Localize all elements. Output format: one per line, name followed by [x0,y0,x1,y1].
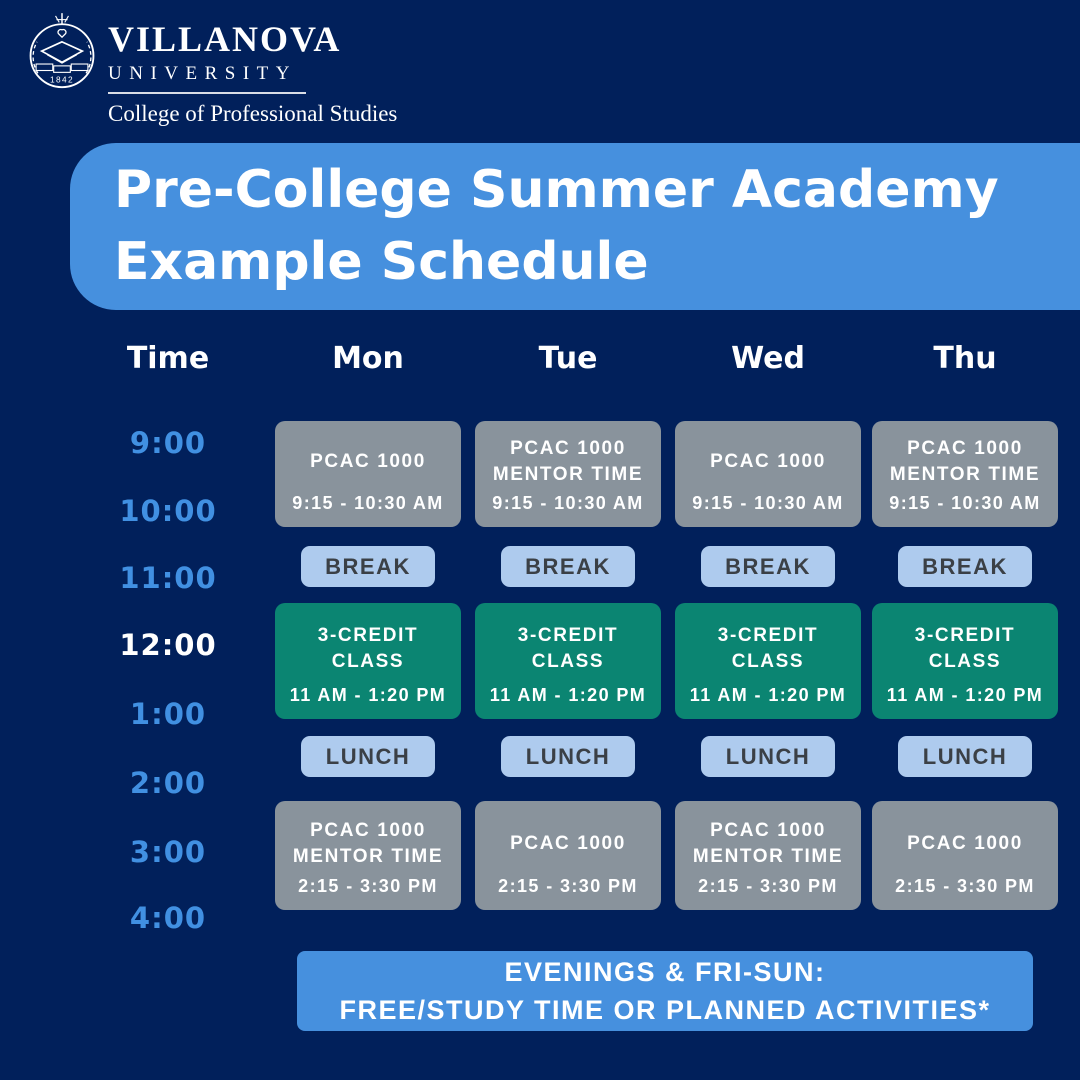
event-block-wed-afternoon: PCAC 1000 MENTOR TIME 2:15 - 3:30 PM [675,801,861,910]
event-title: PCAC 1000 MENTOR TIME [692,819,844,867]
break-chip-thu: BREAK [898,546,1032,587]
event-time: 9:15 - 10:30 AM [292,493,444,513]
time-label-2: 2:00 [129,766,207,800]
time-label-12: 12:00 [119,628,217,662]
event-block-tue-morning: PCAC 1000 MENTOR TIME 9:15 - 10:30 AM [475,421,661,527]
event-time: 11 AM - 1:20 PM [489,685,647,705]
lunch-chip-wed: LUNCH [701,736,835,777]
lunch-chip-mon: LUNCH [301,736,435,777]
event-time: 2:15 - 3:30 PM [498,876,638,896]
logo-college-name: College of Professional Studies [108,101,398,126]
logo-text: VILLANOVA UNIVERSITY College of Professi… [108,12,397,125]
time-label-1: 1:00 [129,697,207,731]
event-block-mon-class: 3-CREDIT CLASS 11 AM - 1:20 PM [275,603,461,719]
break-chip-wed: BREAK [701,546,835,587]
break-chip-tue: BREAK [501,546,635,587]
event-block-tue-class: 3-CREDIT CLASS 11 AM - 1:20 PM [475,603,661,719]
title-banner: Pre-College Summer Academy Example Sched… [70,143,1080,310]
event-title: 3-CREDIT CLASS [717,625,819,672]
page-title-line2: Example Schedule [114,231,649,292]
villanova-seal-icon: 1842 [29,13,95,89]
event-time: 11 AM - 1:20 PM [289,685,447,705]
logo-divider [108,92,306,94]
evenings-note-line2: FREE/STUDY TIME OR PLANNED ACTIVITIES* [339,995,991,1025]
event-title: 3-CREDIT CLASS [317,625,419,672]
column-header-tue: Tue [538,341,598,376]
event-title: PCAC 1000 [710,451,826,473]
time-label-11: 11:00 [119,561,217,595]
event-title: PCAC 1000 MENTOR TIME [492,438,644,485]
event-block-thu-morning: PCAC 1000 MENTOR TIME 9:15 - 10:30 AM [872,421,1058,527]
event-time: 2:15 - 3:30 PM [698,876,838,896]
page-title-line1: Pre-College Summer Academy [114,159,999,220]
column-header-mon: Mon [332,341,404,376]
time-label-3: 3:00 [129,835,207,869]
seal-year: 1842 [50,75,74,85]
column-header-wed: Wed [731,341,805,376]
column-header-thu: Thu [933,341,997,376]
event-title: PCAC 1000 MENTOR TIME [889,438,1041,485]
event-time: 9:15 - 10:30 AM [889,493,1041,513]
event-title: PCAC 1000 [510,832,626,854]
event-title: PCAC 1000 MENTOR TIME [292,819,444,867]
evenings-note-line1: EVENINGS & FRI-SUN: [504,956,826,987]
event-title: PCAC 1000 [310,451,426,473]
lunch-chip-thu: LUNCH [898,736,1032,777]
event-time: 2:15 - 3:30 PM [895,876,1035,896]
event-block-thu-afternoon: PCAC 1000 2:15 - 3:30 PM [872,801,1058,910]
lunch-chip-tue: LUNCH [501,736,635,777]
time-label-10: 10:00 [119,494,217,528]
event-block-wed-morning: PCAC 1000 9:15 - 10:30 AM [675,421,861,527]
event-block-thu-class: 3-CREDIT CLASS 11 AM - 1:20 PM [872,603,1058,719]
event-block-tue-afternoon: PCAC 1000 2:15 - 3:30 PM [475,801,661,910]
event-time: 11 AM - 1:20 PM [886,685,1044,705]
break-chip-mon: BREAK [301,546,435,587]
event-time: 9:15 - 10:30 AM [692,493,844,513]
evenings-note-banner: EVENINGS & FRI-SUN: FREE/STUDY TIME OR P… [297,951,1033,1031]
logo-subtitle: UNIVERSITY [108,63,297,84]
event-time: 11 AM - 1:20 PM [689,685,847,705]
event-block-wed-class: 3-CREDIT CLASS 11 AM - 1:20 PM [675,603,861,719]
event-time: 9:15 - 10:30 AM [492,493,644,513]
event-block-mon-morning: PCAC 1000 9:15 - 10:30 AM [275,421,461,527]
event-title: 3-CREDIT CLASS [517,625,619,672]
logo-institution: VILLANOVA [108,19,342,59]
column-header-time: Time [126,341,210,376]
event-block-mon-afternoon: PCAC 1000 MENTOR TIME 2:15 - 3:30 PM [275,801,461,910]
event-title: 3-CREDIT CLASS [914,625,1016,672]
time-label-4: 4:00 [129,901,207,935]
event-title: PCAC 1000 [907,832,1023,854]
time-label-9: 9:00 [129,426,207,460]
event-time: 2:15 - 3:30 PM [298,876,438,896]
university-logo: 1842 VILLANOVA UNIVERSITY College of Pro… [25,12,397,125]
